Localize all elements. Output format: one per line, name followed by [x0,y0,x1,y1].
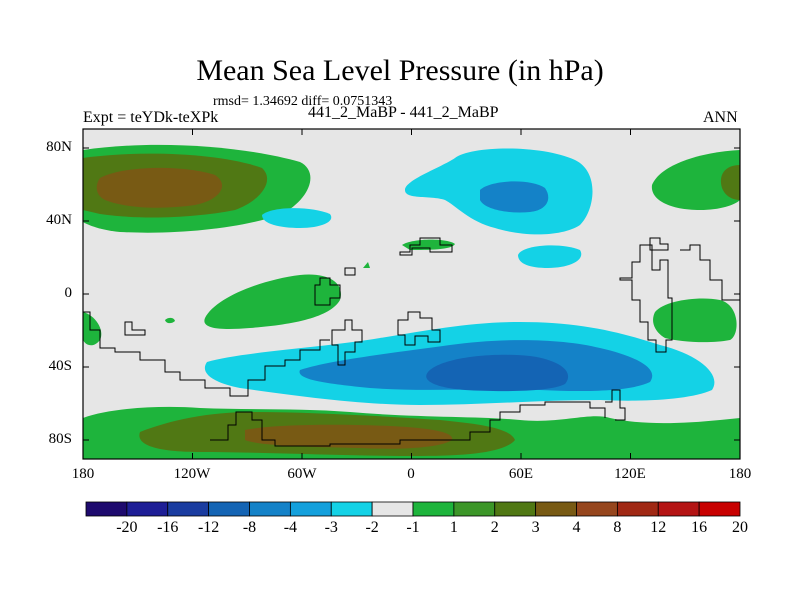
contour-green-west-edge [83,312,102,346]
colorbar-label: 2 [490,519,499,536]
lon-label-180w: 180 [71,466,95,482]
colorbar-label: 20 [732,519,748,536]
colorbar-label: -2 [365,519,379,536]
stats-text: rmsd= 1.34692 diff= 0.0751343 [213,94,393,109]
contour-cyan-asia [518,245,582,268]
colorbar-swatch [412,501,455,517]
colorbar-swatch [330,501,373,517]
colorbar-label: -16 [157,519,179,536]
colorbar-swatch [126,501,169,517]
colorbar-label: -20 [116,519,138,536]
colorbar-label: -1 [406,519,420,536]
coastline-australia [619,244,673,353]
colorbar-swatch [289,501,332,517]
season-label: ANN [703,109,738,126]
lat-label-0: 0 [64,285,73,301]
axis-ticks [82,129,741,459]
colorbar-label: -4 [283,519,298,536]
colorbar-label: -8 [242,519,257,536]
colorbar-swatch [535,501,577,517]
colorbar-label: 1 [449,519,458,536]
coastline-africa [83,311,330,397]
experiment-label: Expt = teYDk-teXPk [83,109,219,126]
colorbar-swatch [85,501,128,517]
coastline-small-pacific [344,267,356,276]
colorbar-swatch [167,501,210,517]
coastline-india [331,319,363,366]
contour-green-small-2 [165,317,175,324]
contour-olive-northeast [720,165,740,200]
map-fields [83,129,740,459]
colorbar-swatch [616,501,659,517]
contour-green-small-1 [363,262,370,268]
coastline-new-guinea [649,237,669,251]
colorbar-swatch [208,501,250,517]
colorbar-label: 3 [531,519,540,536]
contour-green-northeast [651,150,740,210]
coastline-indonesia [397,311,441,346]
colorbar-swatch [576,501,618,517]
coastline-small-west [124,321,146,336]
lon-label-120e: 120E [614,466,646,482]
colorbar-swatch [494,501,537,517]
colorbar-swatch [698,501,741,517]
plot-title: Mean Sea Level Pressure (in hPa) [196,54,604,87]
lat-label-80n: 80N [46,139,72,155]
colorbar-label: 16 [691,519,708,536]
colorbar-label: -3 [324,519,338,536]
lon-label-120w: 120W [173,466,211,482]
coastline-south-america [314,277,341,306]
lon-label-60e: 60E [508,466,534,482]
lon-label-180e: 180 [728,466,752,482]
coastlines [83,237,740,447]
colorbar-swatch [371,501,414,517]
colorbar-swatch [453,501,496,517]
colorbar-label: 8 [613,519,622,536]
lon-label-0: 0 [407,466,415,482]
contour-green-east-asia [402,239,455,250]
colorbar-label: 4 [572,519,581,536]
contour-green-central-america [204,274,341,329]
lat-label-40s: 40S [48,358,72,374]
contour-cyan-north-pacific [262,208,332,228]
lat-label-80s: 80S [48,431,72,447]
colorbar-swatch [657,501,700,517]
contour-darkblue-southern [426,354,569,392]
colorbar-label: 12 [650,519,667,536]
subtitle: 441_2_MaBP - 441_2_MaBP [308,104,499,121]
contour-brown-north-pacific [96,167,223,208]
colorbar-swatch [249,501,291,517]
colorbar [85,501,741,517]
contour-blue-north-atlantic [480,181,549,213]
lat-label-40n: 40N [46,212,72,228]
coastline-southeast-pacific [680,244,740,301]
coastline-east-asia [399,237,453,256]
contour-green-east-tropics [653,298,737,343]
coastline-antarctic-peninsula [605,389,626,421]
colorbar-label: -12 [197,519,220,536]
coastline-antarctica [210,401,606,447]
lon-label-60w: 60W [287,466,317,482]
